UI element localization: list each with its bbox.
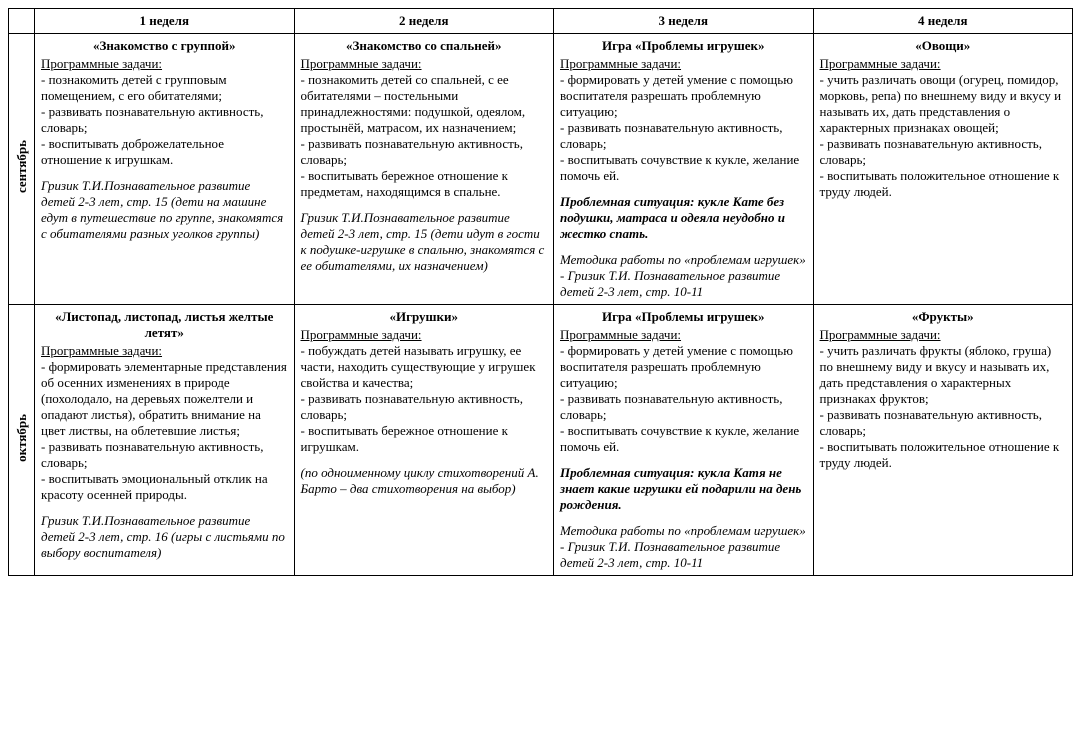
tasks-label: Программные задачи: <box>41 343 288 359</box>
task-item: - развивать познавательную активность, с… <box>301 136 548 168</box>
cell-oct-w2: «Игрушки» Программные задачи: - побуждат… <box>294 305 554 576</box>
row-october: октябрь «Листопад, листопад, листья желт… <box>9 305 1073 576</box>
curriculum-table: 1 неделя 2 неделя 3 неделя 4 неделя сент… <box>8 8 1073 576</box>
tasks-label: Программные задачи: <box>820 327 1067 343</box>
tasks-label: Программные задачи: <box>301 327 548 343</box>
task-item: - воспитывать положительное отношение к … <box>820 439 1067 471</box>
task-item: - воспитывать бережное отношение к предм… <box>301 168 548 200</box>
task-item: - развивать познавательную активность, с… <box>41 104 288 136</box>
task-item: - воспитывать сочувствие к кукле, желани… <box>560 423 807 455</box>
cell-title: «Фрукты» <box>820 309 1067 325</box>
task-item: - развивать познавательную активность, с… <box>820 407 1067 439</box>
task-item: - формировать элементарные представления… <box>41 359 288 439</box>
task-item: - познакомить детей с групповым помещени… <box>41 72 288 104</box>
cell-title: «Знакомство со спальней» <box>301 38 548 54</box>
row-september: сентябрь «Знакомство с группой» Программ… <box>9 34 1073 305</box>
task-item: - формировать у детей умение с помощью в… <box>560 72 807 120</box>
reference-text: Методика работы по «проблемам игрушек» -… <box>560 252 807 300</box>
task-item: - развивать познавательную активность, с… <box>820 136 1067 168</box>
cell-oct-w4: «Фрукты» Программные задачи: - учить раз… <box>813 305 1073 576</box>
cell-title: «Знакомство с группой» <box>41 38 288 54</box>
reference-text: Методика работы по «проблемам игрушек» -… <box>560 523 807 571</box>
problem-situation: Проблемная ситуация: кукле Кате без поду… <box>560 194 807 242</box>
month-label: сентябрь <box>14 140 30 193</box>
month-cell-october: октябрь <box>9 305 35 576</box>
header-row: 1 неделя 2 неделя 3 неделя 4 неделя <box>9 9 1073 34</box>
task-item: - воспитывать эмоциональный отклик на кр… <box>41 471 288 503</box>
tasks-label: Программные задачи: <box>560 327 807 343</box>
cell-title: Игра «Проблемы игрушек» <box>560 309 807 325</box>
task-item: - воспитывать бережное отношение к игруш… <box>301 423 548 455</box>
task-item: - развивать познавательную активность, с… <box>560 391 807 423</box>
problem-situation: Проблемная ситуация: кукла Катя не знает… <box>560 465 807 513</box>
tasks-label: Программные задачи: <box>560 56 807 72</box>
cell-title: «Игрушки» <box>301 309 548 325</box>
cell-title: Игра «Проблемы игрушек» <box>560 38 807 54</box>
tasks-label: Программные задачи: <box>820 56 1067 72</box>
reference-text: Гризик Т.И.Познавательное развитие детей… <box>301 210 548 274</box>
tasks-label: Программные задачи: <box>41 56 288 72</box>
header-week-2: 2 неделя <box>294 9 554 34</box>
reference-text: (по одноименному циклу стихотворений А. … <box>301 465 548 497</box>
task-item: - развивать познавательную активность, с… <box>301 391 548 423</box>
reference-text: Гризик Т.И.Познавательное развитие детей… <box>41 513 288 561</box>
cell-title: «Листопад, листопад, листья желтые летят… <box>41 309 288 341</box>
cell-title: «Овощи» <box>820 38 1067 54</box>
task-item: - учить различать овощи (огурец, помидор… <box>820 72 1067 136</box>
header-month-blank <box>9 9 35 34</box>
header-week-4: 4 неделя <box>813 9 1073 34</box>
tasks-label: Программные задачи: <box>301 56 548 72</box>
month-cell-september: сентябрь <box>9 34 35 305</box>
cell-sep-w2: «Знакомство со спальней» Программные зад… <box>294 34 554 305</box>
task-item: - развивать познавательную активность, с… <box>41 439 288 471</box>
cell-sep-w4: «Овощи» Программные задачи: - учить разл… <box>813 34 1073 305</box>
task-item: - воспитывать доброжелательное отношение… <box>41 136 288 168</box>
cell-sep-w1: «Знакомство с группой» Программные задач… <box>35 34 295 305</box>
header-week-1: 1 неделя <box>35 9 295 34</box>
month-label: октябрь <box>14 414 30 462</box>
reference-text: Гризик Т.И.Познавательное развитие детей… <box>41 178 288 242</box>
task-item: - побуждать детей называть игрушку, ее ч… <box>301 343 548 391</box>
cell-sep-w3: Игра «Проблемы игрушек» Программные зада… <box>554 34 814 305</box>
cell-oct-w3: Игра «Проблемы игрушек» Программные зада… <box>554 305 814 576</box>
task-item: - формировать у детей умение с помощью в… <box>560 343 807 391</box>
task-item: - воспитывать положительное отношение к … <box>820 168 1067 200</box>
task-item: - воспитывать сочувствие к кукле, желани… <box>560 152 807 184</box>
header-week-3: 3 неделя <box>554 9 814 34</box>
cell-oct-w1: «Листопад, листопад, листья желтые летят… <box>35 305 295 576</box>
task-item: - познакомить детей со спальней, с ее об… <box>301 72 548 136</box>
task-item: - развивать познавательную активность, с… <box>560 120 807 152</box>
task-item: - учить различать фрукты (яблоко, груша)… <box>820 343 1067 407</box>
